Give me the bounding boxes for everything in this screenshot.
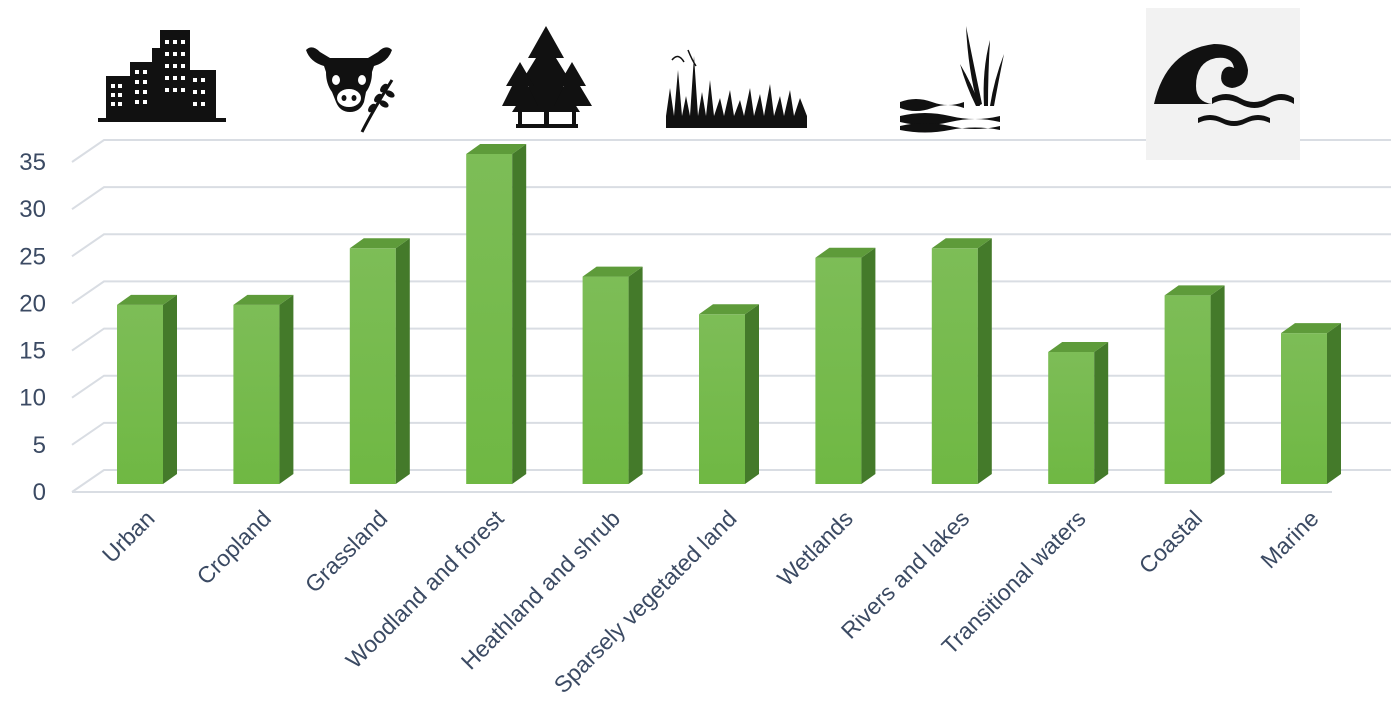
bar-side <box>512 144 527 484</box>
bar-front <box>1164 295 1211 484</box>
bar-front <box>699 314 745 484</box>
bar-side <box>1210 285 1225 484</box>
bar-side <box>1094 342 1109 484</box>
x-tick-label: Wetlands <box>772 505 858 591</box>
bar <box>699 304 759 484</box>
gridline <box>71 233 1391 258</box>
gridline <box>71 139 1391 163</box>
bar-side <box>395 238 410 484</box>
bar <box>931 238 992 484</box>
bar <box>233 294 294 484</box>
city-buildings-icon <box>98 30 226 122</box>
cow-wheat-icon <box>306 47 395 133</box>
bar-top <box>117 294 177 305</box>
bar-front <box>815 257 862 484</box>
bar <box>117 294 177 484</box>
bar-side <box>163 294 177 484</box>
x-tick-label: Coastal <box>1134 505 1208 579</box>
bar <box>349 238 410 484</box>
bar-top <box>699 304 759 315</box>
bar-top <box>582 266 643 277</box>
y-tick-label: 30 <box>19 196 46 223</box>
y-axis-ticks: 0 5 10 15 20 25 30 35 <box>19 149 46 506</box>
x-tick-label: Urban <box>97 505 160 568</box>
y-tick-label: 15 <box>19 338 46 365</box>
bar-top <box>349 238 410 249</box>
bars <box>117 144 1341 484</box>
bar-front <box>117 304 163 484</box>
bar <box>466 144 527 484</box>
ocean-wave-icon <box>1146 8 1300 160</box>
gridline <box>71 186 1391 210</box>
y-tick-label: 5 <box>33 432 46 459</box>
bar-top <box>815 247 876 258</box>
bar-side <box>861 247 876 484</box>
x-tick-label: Marine <box>1255 505 1323 573</box>
bar <box>1281 323 1341 484</box>
bar-top <box>931 238 992 249</box>
wetland-reeds-icon <box>900 26 1004 133</box>
x-tick-label: Cropland <box>192 505 276 589</box>
pine-trees-icon <box>502 26 592 128</box>
y-tick-label: 20 <box>19 290 46 317</box>
bar-side <box>1327 323 1341 484</box>
bar-top <box>233 294 294 305</box>
bar-side <box>628 266 643 484</box>
bar <box>1048 342 1109 484</box>
bar <box>1164 285 1225 484</box>
bar-top <box>1281 323 1341 334</box>
bar-top <box>1164 285 1225 296</box>
bar-front <box>1048 352 1095 484</box>
bar-top <box>1048 342 1109 352</box>
y-tick-label: 25 <box>19 243 46 270</box>
x-tick-label: Grassland <box>300 505 393 598</box>
y-tick-label: 0 <box>33 479 46 506</box>
grassland-icon <box>666 49 807 128</box>
bar-side <box>977 238 992 484</box>
y-tick-label: 10 <box>19 385 46 412</box>
bar-side <box>745 304 759 484</box>
bar-top <box>466 144 527 154</box>
bar <box>815 247 876 484</box>
bar-front <box>233 304 280 484</box>
bar-front <box>931 248 978 484</box>
bar-front <box>349 248 396 484</box>
gridlines <box>71 139 1391 493</box>
bar-front <box>1281 333 1327 484</box>
bar-front <box>466 154 513 484</box>
y-tick-label: 35 <box>19 149 46 176</box>
bar-side <box>279 294 294 484</box>
bar-front <box>582 276 629 484</box>
bar <box>582 266 643 484</box>
category-icons <box>98 8 1300 160</box>
